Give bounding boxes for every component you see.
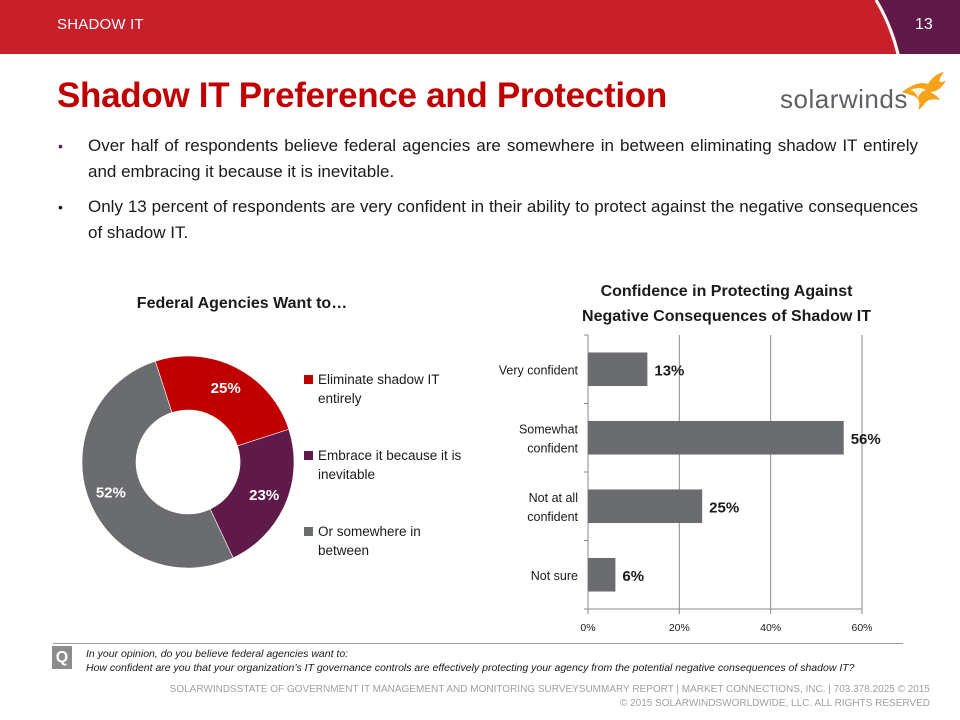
- bar-chart-title-line: Negative Consequences of Shadow IT: [582, 308, 871, 325]
- donut-slice-1: [154, 355, 290, 447]
- donut-data-label: 25%: [211, 380, 241, 397]
- bullet-item: • Over half of respondents believe feder…: [58, 133, 918, 185]
- bar-4: [588, 557, 616, 592]
- donut-data-label: 52%: [96, 485, 126, 502]
- y-category-label: Not at all: [529, 491, 578, 505]
- footer-text: SOLARWINDSSTATE OF GOVERNMENT IT MANAGEM…: [170, 683, 930, 711]
- question-line: In your opinion, do you believe federal …: [86, 648, 349, 660]
- donut-slice-3: [81, 360, 234, 569]
- bar-chart-title: Confidence in Protecting Against Negativ…: [530, 279, 923, 329]
- bullet-dot: •: [58, 138, 63, 154]
- bullet-dot: •: [58, 199, 63, 215]
- donut-slice-2: [209, 428, 295, 559]
- x-tick-label: 0%: [580, 622, 595, 634]
- donut-data-label: 23%: [249, 487, 279, 504]
- question-text: In your opinion, do you believe federal …: [86, 647, 855, 675]
- header-red-band: [0, 0, 960, 54]
- bar-2: [588, 420, 844, 455]
- bar-data-label: 13%: [654, 362, 684, 379]
- header-band: [0, 0, 960, 54]
- legend-item-embrace: Embrace it because it is inevitable: [304, 446, 464, 522]
- bar-data-label: 6%: [622, 568, 644, 585]
- y-category-label: confident: [527, 510, 578, 524]
- donut-chart-title: Federal Agencies Want to…: [136, 295, 348, 312]
- x-tick-label: 20%: [669, 622, 690, 634]
- donut-chart: 25% 23% 52%: [81, 355, 295, 569]
- bar-data-label: 25%: [709, 499, 739, 516]
- bar-3: [588, 489, 703, 524]
- y-category-label: Very confident: [499, 363, 579, 377]
- solarwinds-flame-icon: [902, 72, 946, 110]
- x-tick-label: 40%: [760, 622, 781, 634]
- y-category-label: confident: [527, 441, 578, 455]
- header-divider-curve: [874, 0, 900, 54]
- header-corner: [878, 0, 960, 54]
- question-line: How confident are you that your organiza…: [86, 662, 855, 674]
- legend-item-eliminate: Eliminate shadow IT entirely: [304, 370, 464, 446]
- legend-label: Embrace it because it is inevitable: [318, 448, 462, 482]
- legend-swatch: [304, 451, 313, 460]
- logo-text: solarwinds: [780, 84, 908, 114]
- legend-swatch: [304, 375, 313, 384]
- bar-data-label: 56%: [851, 431, 881, 448]
- legend-label: Eliminate shadow IT entirely: [318, 372, 440, 406]
- bullet-item: • Only 13 percent of respondents are ver…: [58, 194, 918, 246]
- bar-chart-title-line: Confidence in Protecting Against: [600, 283, 853, 300]
- bar-1: [588, 352, 648, 387]
- x-tick-label: 60%: [851, 622, 872, 634]
- y-category-label: Not sure: [531, 569, 578, 583]
- legend-swatch: [304, 527, 313, 536]
- page-title: Shadow IT Preference and Protection: [57, 76, 667, 115]
- question-icon: Q: [52, 646, 72, 669]
- bullet-text: Only 13 percent of respondents are very …: [88, 197, 918, 242]
- bullet-text: Over half of respondents believe federal…: [88, 136, 918, 181]
- footer-line: SOLARWINDSSTATE OF GOVERNMENT IT MANAGEM…: [169, 684, 930, 695]
- section-label: SHADOW IT: [57, 16, 144, 33]
- page-number: 13: [915, 16, 933, 33]
- bar-chart: 0% 20% 40% 60% 13% Very confident 56% Somewhat c…: [499, 334, 881, 634]
- donut-legend: Eliminate shadow IT entirely Embrace it …: [304, 370, 464, 598]
- legend-label: Or somewhere in between: [318, 524, 421, 558]
- legend-item-somewhere-between: Or somewhere in between: [304, 522, 464, 598]
- footer-line: © 2015 SOLARWINDSWORLDWIDE, LLC. ALL RIG…: [619, 698, 930, 709]
- bullet-list: • Over half of respondents believe feder…: [58, 133, 918, 255]
- y-category-label: Somewhat: [519, 422, 579, 436]
- footer-separator: [53, 643, 903, 644]
